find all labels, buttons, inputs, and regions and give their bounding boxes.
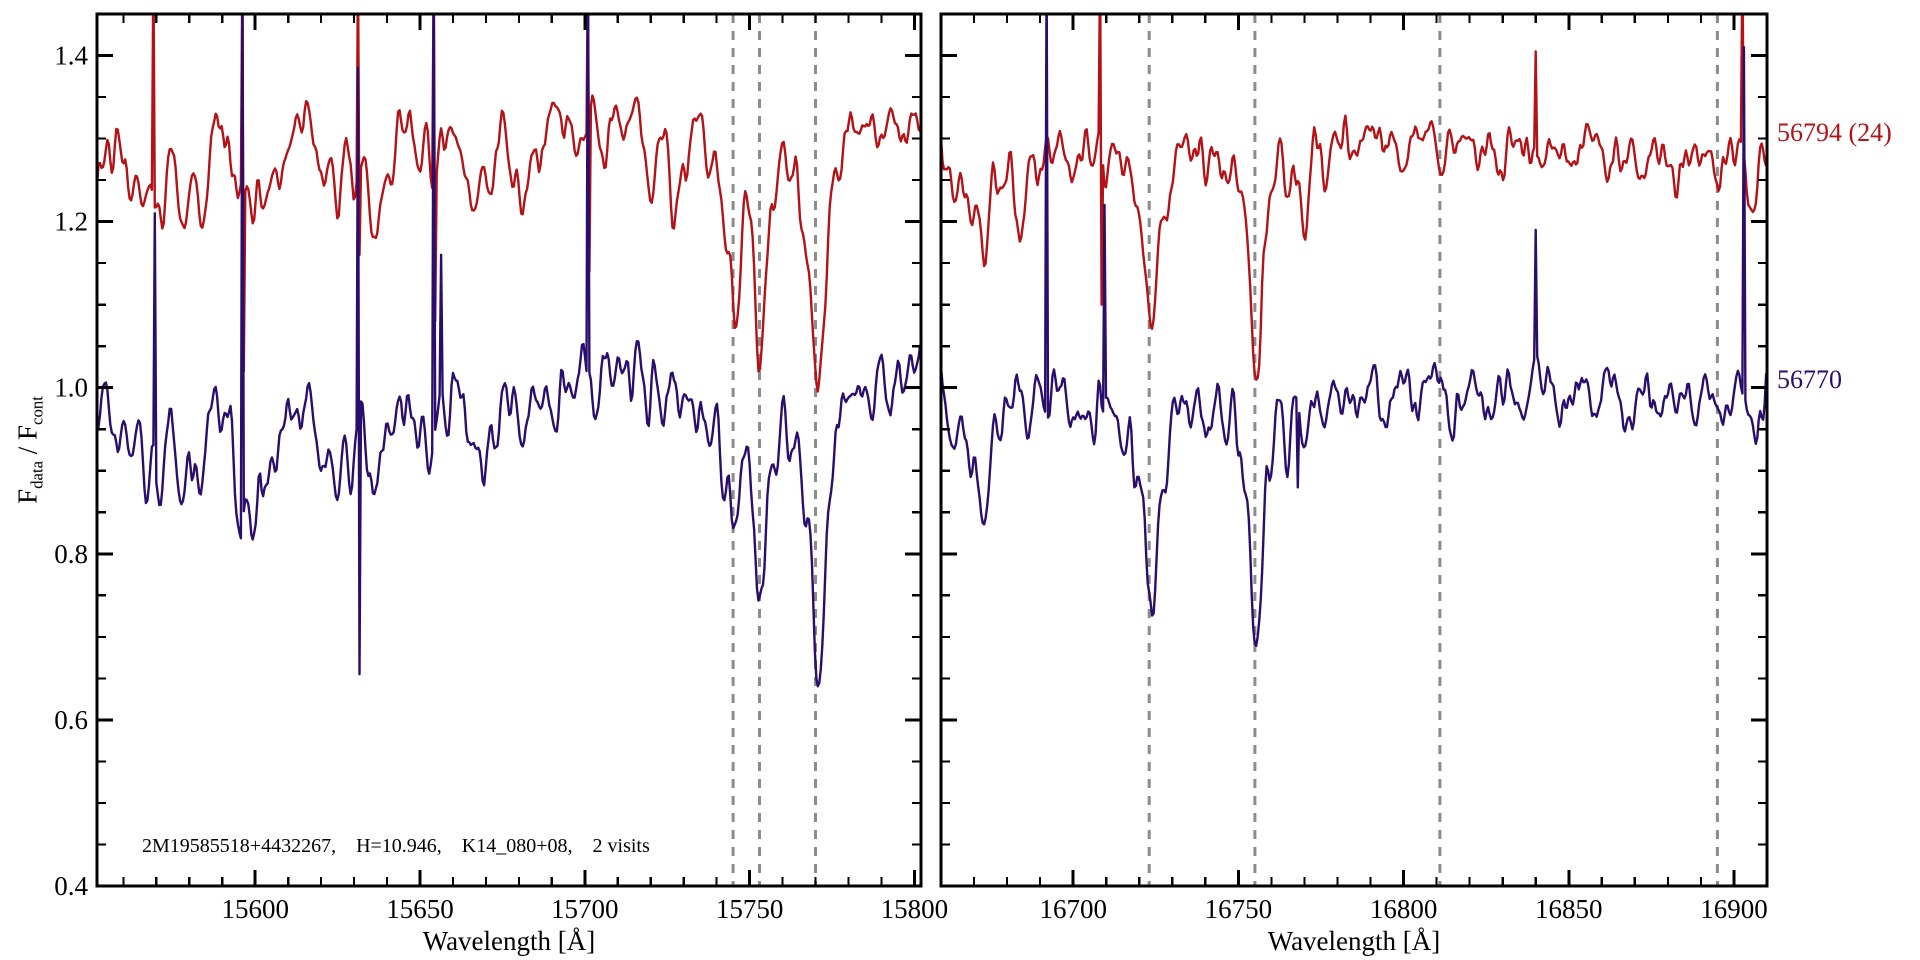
y-tick-label: 1.2	[54, 207, 88, 237]
y-axis-label-f1: F	[12, 488, 43, 504]
x-tick-label: 16850	[1535, 894, 1603, 924]
y-axis-label: Fdata / Fcont	[12, 396, 47, 504]
y-axis-label-sub1: data	[27, 460, 47, 489]
target-annotation: 2M19585518+4432267, H=10.946, K14_080+08…	[142, 835, 650, 857]
x-tick-label: 16700	[1039, 894, 1107, 924]
visit-label-56770: 56770	[1777, 365, 1842, 394]
y-tick-label: 1.0	[54, 373, 88, 403]
x-tick-label: 16750	[1205, 894, 1273, 924]
x-tick-label: 15600	[221, 894, 289, 924]
x-axis-label-right-panel: Wavelength [Å]	[1267, 926, 1441, 956]
y-tick-label: 0.6	[54, 705, 88, 735]
y-axis-label-mid: / F	[12, 424, 43, 461]
visit-label-56794: 56794 (24)	[1777, 118, 1892, 147]
x-tick-label: 16800	[1370, 894, 1438, 924]
x-axis-label-left-panel: Wavelength [Å]	[422, 926, 596, 956]
x-tick-label: 16900	[1700, 894, 1768, 924]
y-tick-label: 0.8	[54, 539, 88, 569]
y-tick-label: 0.4	[54, 871, 88, 901]
x-tick-label: 15800	[881, 894, 949, 924]
y-axis-label-sub2: cont	[27, 396, 47, 425]
x-tick-label: 15750	[716, 894, 784, 924]
x-tick-label: 15650	[386, 894, 454, 924]
x-tick-label: 15700	[551, 894, 619, 924]
y-tick-label: 1.4	[54, 41, 88, 71]
